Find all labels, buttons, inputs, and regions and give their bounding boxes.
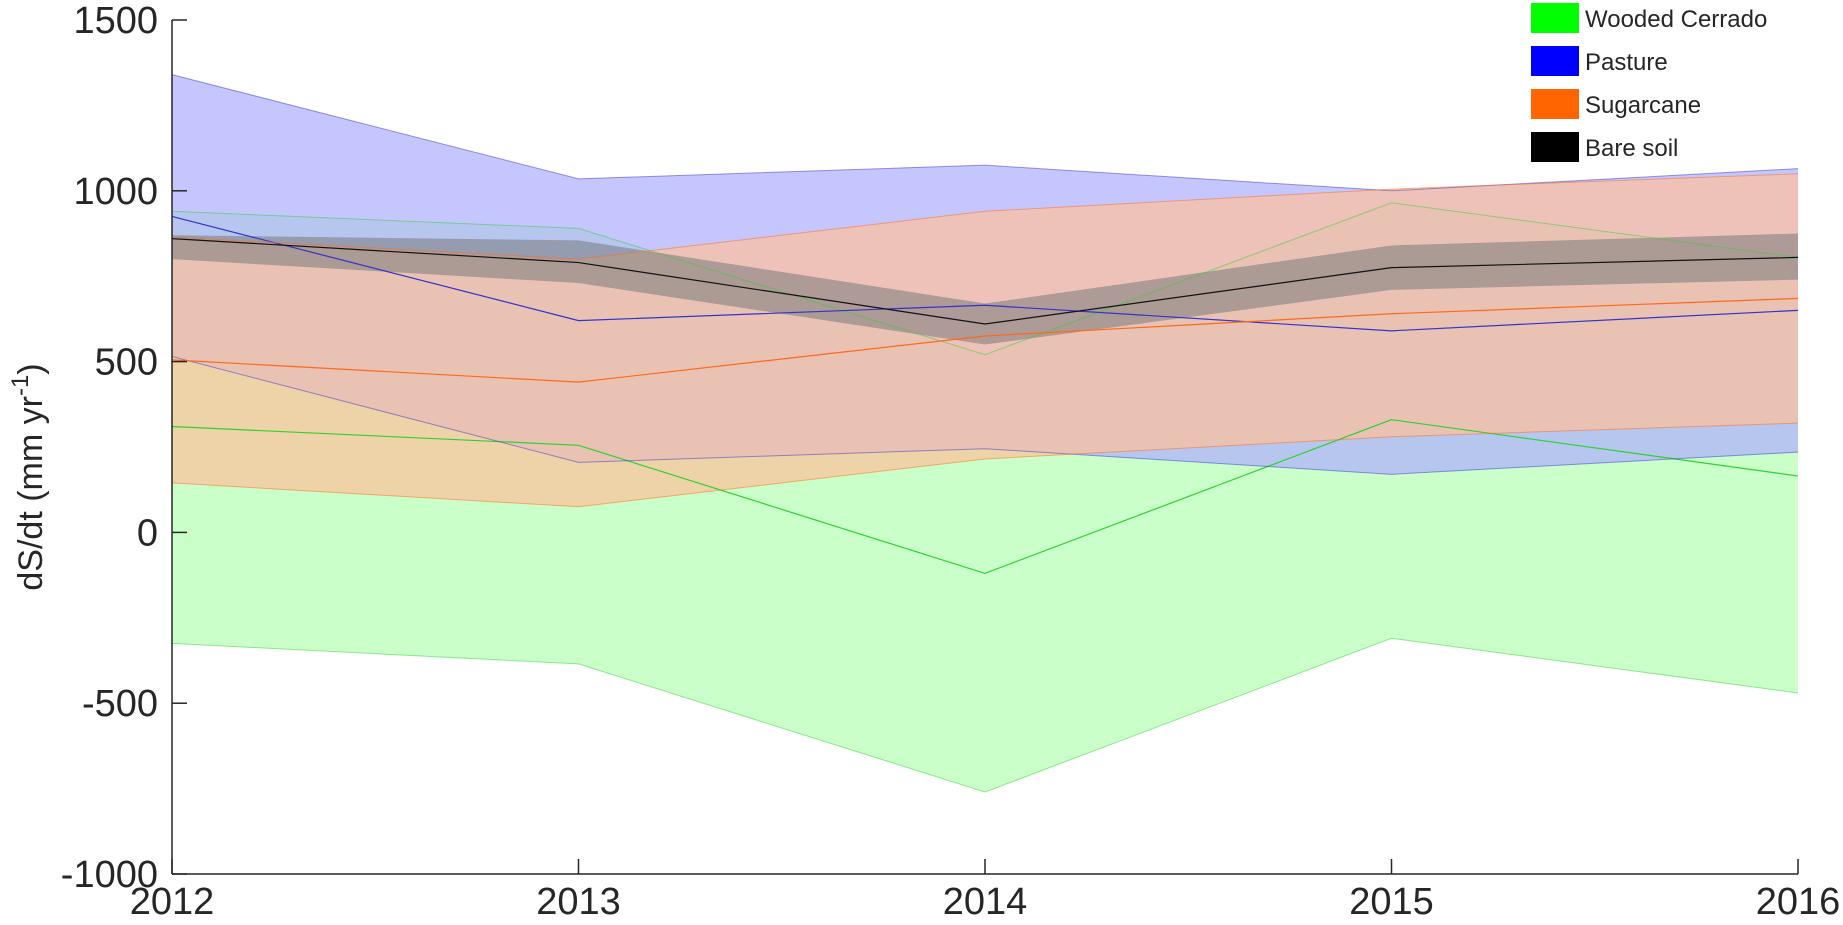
- mean-line-pasture: [171, 215, 1799, 332]
- edge-upper-sugarcane: [171, 173, 1799, 260]
- mean-lines: [171, 74, 1799, 793]
- legend-swatch-wooded-cerrado: [1531, 3, 1579, 33]
- mean-line-sugarcane: [171, 297, 1799, 383]
- x-tick-label: 2016: [1756, 881, 1841, 923]
- y-tick-label: 1500: [73, 0, 158, 42]
- legend-label-bare-soil: Bare soil: [1585, 135, 1678, 162]
- edge-lower-wooded-cerrado: [171, 637, 1799, 793]
- mean-line-wooded-cerrado: [171, 419, 1799, 575]
- y-tick-label: -1000: [61, 854, 158, 896]
- tick-labels: -1000 -500 0 500 1000 1500 2012 2013 2014 2015 201…: [61, 0, 1840, 923]
- y-tick-label: -500: [82, 683, 158, 725]
- x-tick-label: 2015: [1349, 881, 1434, 923]
- edge-upper-pasture: [171, 74, 1799, 192]
- y-axis-title-suffix: ): [12, 363, 50, 374]
- x-tick-label: 2013: [536, 881, 621, 923]
- axes: [171, 19, 1799, 875]
- edge-upper-wooded-cerrado: [171, 202, 1799, 356]
- x-tick-label: 2012: [130, 881, 215, 923]
- y-axis-title: dS/dt (mm yr-1): [7, 363, 50, 590]
- confidence-bands: [172, 74, 1798, 793]
- legend-swatch-bare-soil: [1531, 132, 1579, 162]
- legend-swatch-sugarcane: [1531, 89, 1579, 119]
- mean-line-bare-soil: [171, 238, 1799, 325]
- legend-swatch-pasture: [1531, 46, 1579, 76]
- edge-lower-sugarcane: [171, 422, 1799, 508]
- legend-label-sugarcane: Sugarcane: [1585, 92, 1701, 119]
- y-axis-title-text: dS/dt (mm yr: [12, 396, 50, 591]
- edge-lower-pasture: [171, 355, 1799, 475]
- legend-label-pasture: Pasture: [1585, 49, 1668, 76]
- legend: Wooded Cerrado Pasture Sugarcane Bare soil: [1531, 3, 1767, 162]
- band-bare-soil: [172, 233, 1798, 345]
- y-tick-label: 1000: [73, 171, 158, 213]
- y-tick-label: 500: [95, 342, 158, 384]
- x-tick-label: 2014: [943, 881, 1028, 923]
- y-axis-title-superscript: -1: [7, 375, 34, 396]
- y-tick-label: 0: [137, 512, 158, 554]
- legend-label-wooded-cerrado: Wooded Cerrado: [1585, 6, 1767, 33]
